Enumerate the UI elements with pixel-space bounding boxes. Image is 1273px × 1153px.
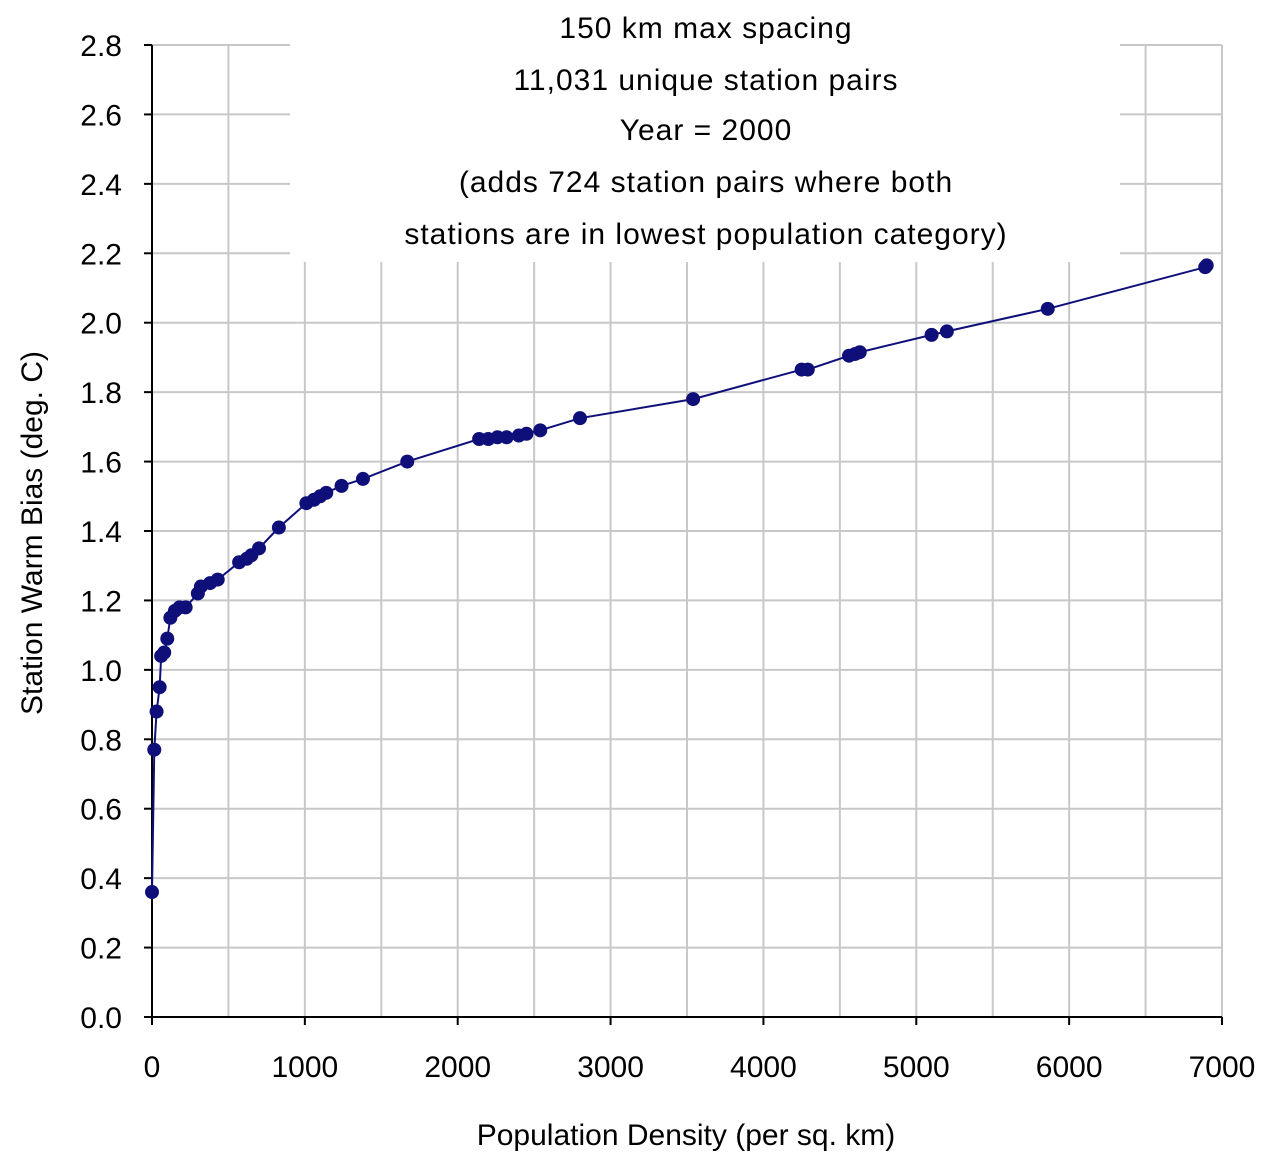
data-point — [160, 631, 175, 646]
x-tick-label: 3000 — [577, 1051, 644, 1084]
title-line-4: (adds 724 station pairs where both — [459, 166, 953, 199]
title-line-1: 150 km max spacing — [559, 12, 852, 45]
x-tick-label: 6000 — [1036, 1051, 1103, 1084]
data-point — [152, 680, 167, 695]
data-point — [939, 324, 954, 339]
data-point — [400, 454, 415, 469]
y-tick-label: 2.4 — [80, 169, 122, 202]
data-point — [573, 411, 587, 426]
title-line-3: Year = 2000 — [620, 114, 793, 147]
title-line-5: stations are in lowest population catego… — [404, 218, 1007, 251]
y-tick-label: 1.4 — [80, 516, 122, 549]
x-tick-label: 4000 — [730, 1051, 797, 1084]
data-series — [145, 258, 1214, 900]
title-background — [290, 0, 1120, 262]
data-point — [319, 485, 334, 500]
data-point — [1199, 258, 1214, 273]
data-point — [1040, 301, 1055, 316]
tick-labels: 0.0 0.2 0.4 0.6 0.8 1.0 1.2 1.4 1.6 1.8 2.0 2.2 2.4 2… — [80, 30, 1255, 1084]
y-tick-label: 2.0 — [80, 308, 122, 341]
y-tick-label: 1.6 — [80, 447, 122, 480]
data-point — [533, 423, 548, 438]
data-point — [252, 541, 266, 556]
y-tick-label: 0.4 — [80, 863, 122, 896]
y-tick-label: 0.0 — [80, 1002, 122, 1035]
x-tick-label: 2000 — [424, 1051, 491, 1084]
x-axis-label: Population Density (per sq. km) — [477, 1119, 896, 1152]
data-point — [355, 471, 370, 486]
y-tick-label: 1.8 — [80, 377, 122, 410]
y-tick-label: 0.6 — [80, 794, 122, 827]
x-tick-label: 5000 — [883, 1051, 950, 1084]
data-point — [334, 478, 349, 493]
series-line — [151, 264, 1208, 893]
y-tick-label: 2.2 — [80, 238, 122, 271]
data-point — [924, 327, 939, 342]
chart-title: 150 km max spacing 11,031 unique station… — [404, 12, 1007, 251]
data-point — [686, 392, 701, 407]
data-point — [852, 345, 867, 360]
y-tick-label: 2.8 — [80, 30, 122, 63]
data-point — [271, 520, 286, 535]
y-tick-label: 0.2 — [80, 933, 122, 966]
data-point — [147, 742, 162, 757]
data-point — [800, 362, 815, 377]
data-point — [157, 645, 172, 660]
data-point — [149, 704, 164, 719]
data-point — [499, 430, 514, 445]
data-point — [210, 572, 225, 587]
data-point — [519, 426, 534, 441]
x-tick-label: 0 — [144, 1051, 161, 1084]
y-tick-label: 1.2 — [80, 585, 122, 618]
data-point — [145, 885, 159, 900]
y-tick-label: 1.0 — [80, 655, 122, 688]
title-line-2: 11,031 unique station pairs — [513, 64, 898, 97]
y-axis-label: Station Warm Bias (deg. C) — [16, 351, 49, 715]
data-point — [178, 600, 193, 615]
y-tick-label: 2.6 — [80, 99, 122, 132]
y-tick-label: 0.8 — [80, 724, 122, 757]
x-tick-label: 7000 — [1189, 1051, 1256, 1084]
x-tick-label: 1000 — [271, 1051, 338, 1084]
